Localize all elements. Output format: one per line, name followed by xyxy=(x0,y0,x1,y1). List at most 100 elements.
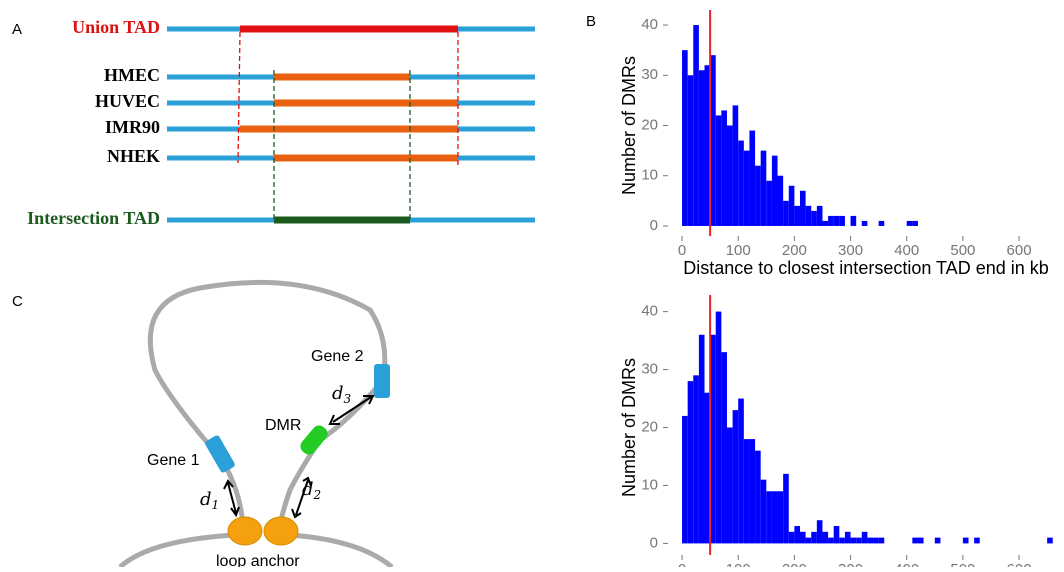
cell-label: HUVEC xyxy=(95,91,160,111)
bar xyxy=(788,185,795,226)
y-tick-label: 30 xyxy=(641,361,658,378)
y-tick-label: 20 xyxy=(641,418,658,435)
distance-label: d1 xyxy=(200,489,219,512)
bar xyxy=(800,190,806,226)
bar xyxy=(800,531,806,544)
bar xyxy=(833,526,840,544)
distance-arrows xyxy=(223,395,375,519)
intersection-label: Intersection TAD xyxy=(27,208,160,228)
y-axis-title: Number of DMRs xyxy=(619,358,639,497)
x-tick-label: 500 xyxy=(950,242,975,259)
bar xyxy=(726,125,733,226)
bar xyxy=(962,537,969,544)
bar xyxy=(777,175,784,226)
bar xyxy=(766,180,772,226)
bar xyxy=(850,215,857,226)
bar xyxy=(805,537,812,544)
bar xyxy=(710,334,716,544)
bar xyxy=(912,537,918,544)
y-tick-label: 20 xyxy=(641,116,658,133)
bar xyxy=(912,220,918,226)
y-axis-title: Number of DMRs xyxy=(619,56,639,195)
y-tick-label: 10 xyxy=(641,167,658,184)
bar xyxy=(974,537,980,544)
bar xyxy=(704,65,711,226)
panel-label: C xyxy=(12,293,23,310)
gene2 xyxy=(374,364,390,398)
bar xyxy=(738,140,744,226)
bar xyxy=(693,375,699,544)
x-tick-label: 0 xyxy=(678,561,686,567)
y-tick-label: 40 xyxy=(641,16,658,33)
bar xyxy=(794,205,800,226)
y-tick-label: 10 xyxy=(641,476,658,493)
bar xyxy=(715,311,722,544)
bar xyxy=(721,110,727,226)
bar xyxy=(828,215,834,226)
bar xyxy=(811,531,817,544)
bar xyxy=(816,205,823,226)
chromatin-loop xyxy=(118,279,394,569)
bar xyxy=(715,115,722,226)
panel-label: B xyxy=(586,13,596,30)
gene1 xyxy=(205,435,235,473)
bar xyxy=(844,531,851,544)
anchor xyxy=(263,516,299,546)
bar xyxy=(788,531,795,544)
bar xyxy=(704,392,711,544)
bar xyxy=(917,537,924,544)
cell-label: NHEK xyxy=(107,146,160,166)
bar xyxy=(698,70,705,226)
panel-label: A xyxy=(12,21,22,38)
x-tick-label: 100 xyxy=(726,242,751,259)
dmr xyxy=(300,425,328,455)
bar xyxy=(710,55,716,226)
x-tick-label: 400 xyxy=(894,561,919,567)
bar xyxy=(856,537,862,544)
x-tick-label: 300 xyxy=(838,242,863,259)
anchor-label: loop anchor xyxy=(216,553,300,567)
bar xyxy=(743,150,750,226)
bar xyxy=(732,105,739,226)
bar xyxy=(878,220,885,226)
bar xyxy=(816,520,823,544)
bar xyxy=(934,537,941,544)
bar xyxy=(811,210,817,226)
bar xyxy=(783,200,789,226)
bar xyxy=(828,537,834,544)
anchor xyxy=(227,516,263,546)
bar xyxy=(1047,537,1053,544)
distance-label: d2 xyxy=(302,479,321,502)
bar xyxy=(766,491,772,544)
bar xyxy=(760,479,767,544)
gene-label: Gene 1 xyxy=(147,452,200,469)
bar xyxy=(861,220,868,226)
dmr-label: DMR xyxy=(265,417,301,434)
bar xyxy=(755,165,761,226)
x-tick-label: 500 xyxy=(950,561,975,567)
bar xyxy=(906,220,913,226)
bar xyxy=(783,473,789,544)
x-tick-label: 300 xyxy=(838,561,863,567)
bar xyxy=(873,537,879,544)
bar xyxy=(687,381,694,544)
bar xyxy=(682,50,688,226)
y-tick-label: 40 xyxy=(641,303,658,320)
gene-label: Gene 2 xyxy=(311,348,364,365)
x-tick-label: 600 xyxy=(1007,242,1032,259)
x-tick-label: 0 xyxy=(678,242,686,259)
bar xyxy=(850,537,857,544)
bar xyxy=(726,427,733,544)
x-tick-label: 200 xyxy=(782,242,807,259)
x-tick-label: 200 xyxy=(782,561,807,567)
bar xyxy=(698,334,705,544)
bar xyxy=(805,205,812,226)
distance-label: d3 xyxy=(332,383,352,406)
bar xyxy=(771,155,778,226)
bar xyxy=(867,537,874,544)
x-tick-label: 600 xyxy=(1007,561,1032,567)
bar xyxy=(822,531,829,544)
x-tick-label: 400 xyxy=(894,242,919,259)
panel-a-lines xyxy=(167,25,535,224)
